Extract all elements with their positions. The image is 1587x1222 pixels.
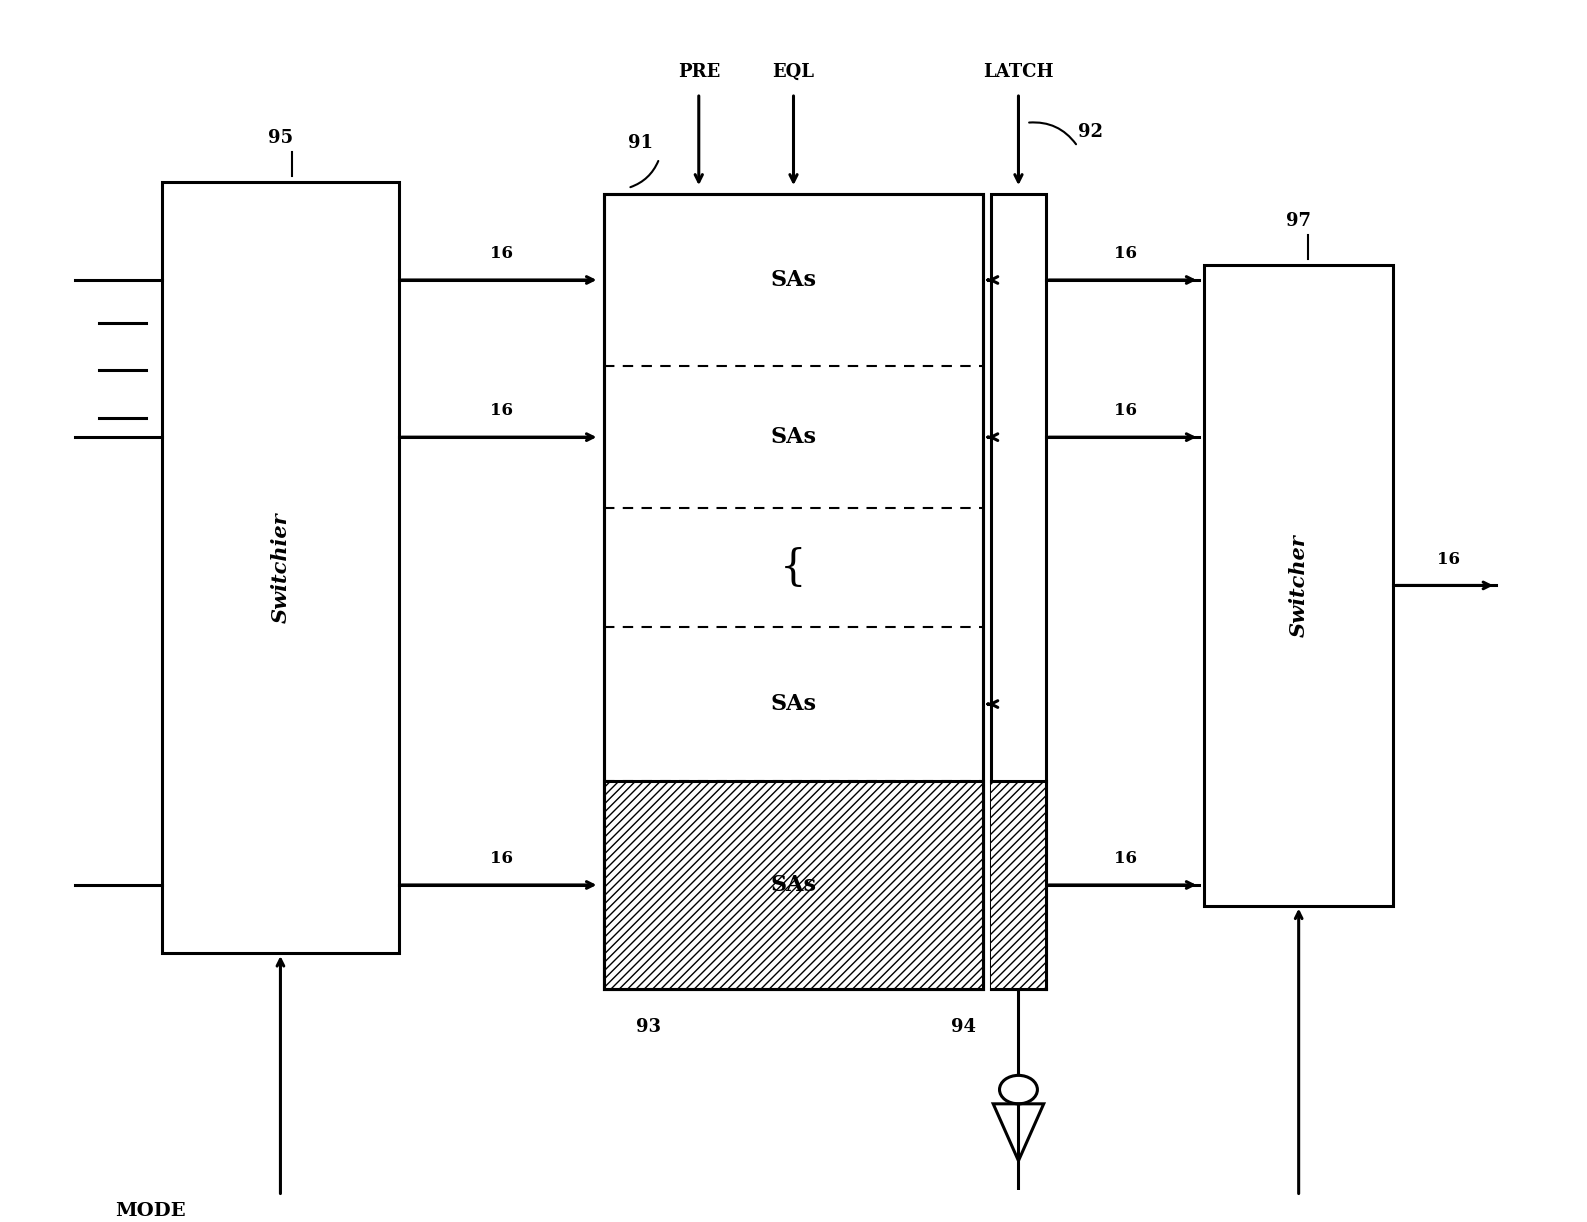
Bar bbox=[990, 194, 1046, 989]
Text: 93: 93 bbox=[636, 1018, 660, 1036]
Text: 95: 95 bbox=[268, 128, 294, 147]
Text: SAs: SAs bbox=[771, 426, 816, 448]
Text: 91: 91 bbox=[628, 134, 652, 153]
Bar bbox=[162, 182, 398, 953]
Text: SAs: SAs bbox=[771, 269, 816, 291]
Text: PRE: PRE bbox=[678, 64, 720, 82]
Text: EQL: EQL bbox=[773, 64, 814, 82]
Bar bbox=[1205, 265, 1393, 906]
Bar bbox=[990, 781, 1046, 989]
Text: Switcher: Switcher bbox=[1289, 534, 1309, 637]
Bar bbox=[605, 194, 982, 989]
Bar bbox=[605, 781, 982, 989]
Text: 16: 16 bbox=[1114, 402, 1136, 419]
Text: 16: 16 bbox=[490, 402, 513, 419]
Circle shape bbox=[1000, 1075, 1038, 1103]
Text: 16: 16 bbox=[1114, 246, 1136, 263]
Text: Switchier: Switchier bbox=[270, 512, 290, 623]
Text: 16: 16 bbox=[1114, 851, 1136, 868]
Text: 94: 94 bbox=[951, 1018, 976, 1036]
Text: 92: 92 bbox=[1078, 122, 1103, 141]
Bar bbox=[605, 194, 982, 989]
Text: 97: 97 bbox=[1285, 211, 1311, 230]
Text: {: { bbox=[781, 546, 806, 589]
Text: 16: 16 bbox=[490, 851, 513, 868]
Text: SAs: SAs bbox=[771, 874, 816, 896]
Text: SAs: SAs bbox=[771, 693, 816, 715]
Text: LATCH: LATCH bbox=[984, 64, 1054, 82]
Text: 16: 16 bbox=[490, 246, 513, 263]
Text: 16: 16 bbox=[1438, 551, 1460, 568]
Text: MODE: MODE bbox=[114, 1202, 186, 1221]
